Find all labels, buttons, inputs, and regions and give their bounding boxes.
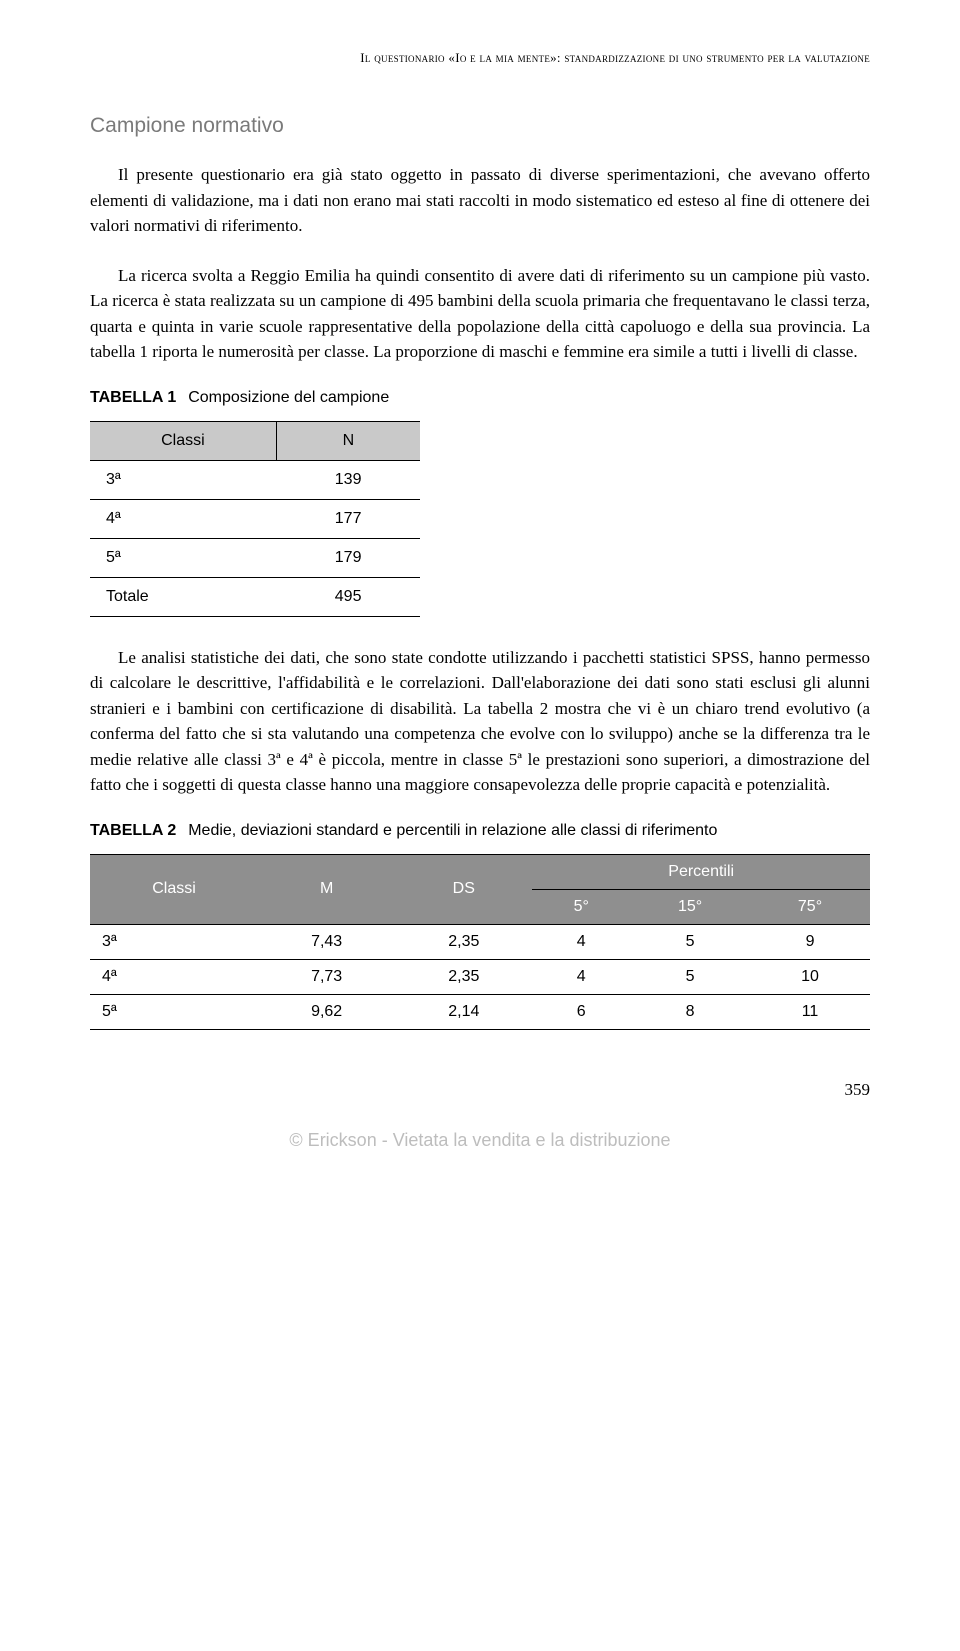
table-row: 3ª 139 bbox=[90, 460, 420, 499]
paragraph-2: La ricerca svolta a Reggio Emilia ha qui… bbox=[90, 263, 870, 365]
table2-label: TABELLA 2 bbox=[90, 822, 176, 839]
table1-col-classi: Classi bbox=[90, 421, 276, 460]
cell: 2,35 bbox=[395, 959, 532, 994]
cell: 3ª bbox=[90, 460, 276, 499]
table1-caption: TABELLA 1 Composizione del campione bbox=[90, 389, 870, 407]
table2-col-classi: Classi bbox=[90, 854, 258, 924]
table1-header-row: Classi N bbox=[90, 421, 420, 460]
section-heading: Campione normativo bbox=[90, 114, 870, 138]
table-row: Totale 495 bbox=[90, 577, 420, 616]
cell: 2,14 bbox=[395, 994, 532, 1029]
cell: 11 bbox=[750, 994, 870, 1029]
table1: Classi N 3ª 139 4ª 177 5ª 179 Totale 495 bbox=[90, 421, 420, 617]
cell: 177 bbox=[276, 499, 420, 538]
running-head: Il questionario «Io e la mia mente»: sta… bbox=[90, 50, 870, 66]
table2: Classi M DS Percentili 5° 15° 75° 3ª 7,4… bbox=[90, 854, 870, 1030]
table1-caption-text: Composizione del campione bbox=[188, 389, 389, 406]
table2-col-p15: 15° bbox=[630, 889, 750, 924]
table1-col-n: N bbox=[276, 421, 420, 460]
paragraph-1: Il presente questionario era già stato o… bbox=[90, 162, 870, 239]
table2-col-p75: 75° bbox=[750, 889, 870, 924]
cell: 5 bbox=[630, 924, 750, 959]
cell: 8 bbox=[630, 994, 750, 1029]
cell: 4ª bbox=[90, 959, 258, 994]
cell: 179 bbox=[276, 538, 420, 577]
cell: 7,43 bbox=[258, 924, 395, 959]
paragraph-2-text: La ricerca svolta a Reggio Emilia ha qui… bbox=[90, 266, 870, 362]
table-row: 4ª 7,73 2,35 4 5 10 bbox=[90, 959, 870, 994]
table2-header-row-1: Classi M DS Percentili bbox=[90, 854, 870, 889]
cell: 9,62 bbox=[258, 994, 395, 1029]
table-row: 3ª 7,43 2,35 4 5 9 bbox=[90, 924, 870, 959]
table-row: 5ª 179 bbox=[90, 538, 420, 577]
cell: 3ª bbox=[90, 924, 258, 959]
cell: 4 bbox=[532, 924, 630, 959]
cell: 139 bbox=[276, 460, 420, 499]
footer-copyright: © Erickson - Vietata la vendita e la dis… bbox=[90, 1130, 870, 1151]
cell: 9 bbox=[750, 924, 870, 959]
paragraph-1-text: Il presente questionario era già stato o… bbox=[90, 165, 870, 235]
cell: 4 bbox=[532, 959, 630, 994]
cell: 7,73 bbox=[258, 959, 395, 994]
table2-col-ds: DS bbox=[395, 854, 532, 924]
table2-caption-text: Medie, deviazioni standard e percentili … bbox=[188, 822, 717, 839]
table-row: 4ª 177 bbox=[90, 499, 420, 538]
table2-caption: TABELLA 2 Medie, deviazioni standard e pe… bbox=[90, 822, 870, 840]
cell: Totale bbox=[90, 577, 276, 616]
table2-col-m: M bbox=[258, 854, 395, 924]
cell: 495 bbox=[276, 577, 420, 616]
cell: 5 bbox=[630, 959, 750, 994]
cell: 5ª bbox=[90, 994, 258, 1029]
paragraph-3-text: Le analisi statistiche dei dati, che son… bbox=[90, 648, 870, 795]
cell: 5ª bbox=[90, 538, 276, 577]
cell: 10 bbox=[750, 959, 870, 994]
cell: 6 bbox=[532, 994, 630, 1029]
table1-label: TABELLA 1 bbox=[90, 389, 176, 406]
table2-col-p5: 5° bbox=[532, 889, 630, 924]
cell: 2,35 bbox=[395, 924, 532, 959]
table-row: 5ª 9,62 2,14 6 8 11 bbox=[90, 994, 870, 1029]
paragraph-3: Le analisi statistiche dei dati, che son… bbox=[90, 645, 870, 798]
cell: 4ª bbox=[90, 499, 276, 538]
page-number: 359 bbox=[90, 1080, 870, 1100]
table2-col-percentili: Percentili bbox=[532, 854, 870, 889]
